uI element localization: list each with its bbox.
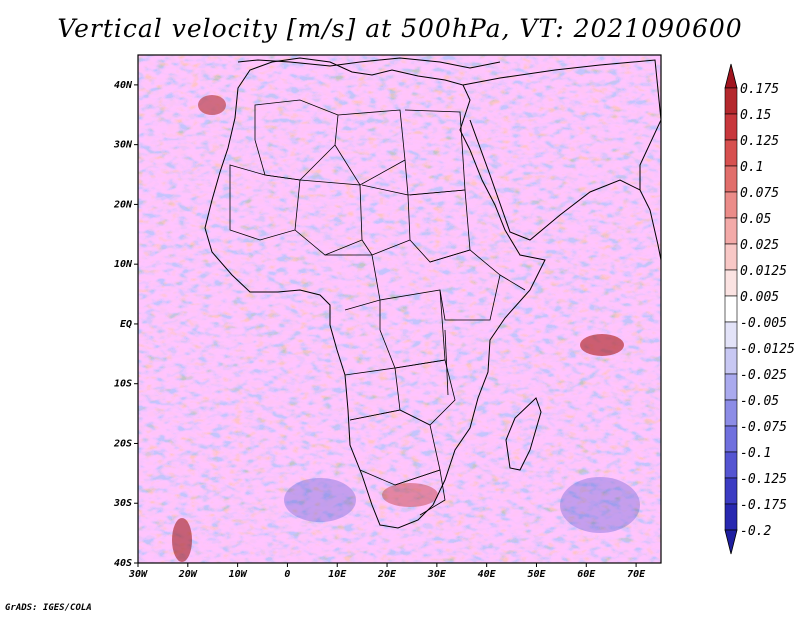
madagascar-coastline [505, 397, 542, 471]
colorbar-label: 0.175 [740, 82, 779, 97]
latitude-axis: 40N 30N 20N 10N EQ 10S 20S 30S 40S [113, 80, 138, 569]
colorbar-label: 0.005 [740, 290, 779, 305]
colorbar-label: 0.075 [740, 186, 779, 201]
colorbar-label: -0.075 [740, 420, 787, 435]
colorbar-swatch [724, 113, 738, 141]
colorbar-swatch [724, 139, 738, 167]
field-texture [138, 55, 661, 563]
colorbar-swatch [724, 321, 738, 349]
colorbar-swatch [724, 425, 738, 453]
africa-coastline [204, 57, 546, 529]
colorbar-swatch [724, 451, 738, 479]
colorbar-swatch [724, 87, 738, 115]
longitude-axis: 30W 20W 10W 0 10E 20E 30E 40E 50E 60E 70E [128, 563, 646, 580]
colorbar-label: -0.05 [740, 394, 779, 409]
colorbar-swatch [724, 399, 738, 427]
map-title: Vertical velocity [m/s] at 500hPa, VT: 2… [57, 14, 743, 43]
colorbar-label: 0.025 [740, 238, 779, 253]
colorbar-label: -0.025 [740, 368, 787, 383]
colorbar-label: 0.125 [740, 134, 779, 149]
lat-tick-label: 20S [113, 438, 132, 449]
colorbar-swatch [724, 243, 738, 271]
colorbar-swatch [724, 347, 738, 375]
colorbar-swatch [724, 503, 738, 531]
velocity-field [138, 55, 661, 563]
colorbar: 0.175 0.15 0.125 0.1 0.075 0.05 0.025 0.0125 0.0… [724, 63, 795, 555]
lat-tick-label: 30S [113, 498, 132, 509]
lat-tick-label: 20N [113, 199, 133, 210]
colorbar-swatch [724, 477, 738, 505]
colorbar-label: -0.0125 [740, 342, 795, 357]
colorbar-swatch [724, 191, 738, 219]
colorbar-swatch [724, 217, 738, 245]
colorbar-label: -0.175 [740, 498, 787, 513]
colorbar-top-arrow [724, 63, 738, 89]
colorbar-label: -0.005 [740, 316, 787, 331]
lat-tick-label: EQ [120, 319, 132, 330]
lon-tick-label: 20W [178, 569, 198, 580]
colorbar-swatch [724, 269, 738, 297]
lon-tick-label: 30W [128, 569, 148, 580]
feature-low-south-indian [560, 477, 640, 533]
india-coastline [639, 189, 661, 261]
lat-tick-label: 10S [114, 379, 132, 390]
colorbar-label: -0.1 [740, 446, 771, 461]
country-borders [229, 99, 526, 516]
colorbar-label: 0.15 [740, 108, 771, 123]
lat-tick-label: 30N [113, 140, 133, 151]
lon-tick-label: 0 [284, 569, 290, 580]
lon-tick-label: 50E [527, 569, 546, 580]
colorbar-swatch [724, 373, 738, 401]
lon-tick-label: 10W [229, 569, 248, 580]
grads-credit: GrADS: IGES/COLA [5, 603, 92, 613]
europe-coastline [237, 57, 501, 69]
lon-tick-label: 10E [328, 569, 347, 580]
coastlines [204, 57, 661, 529]
lon-tick-label: 40E [478, 569, 497, 580]
lat-tick-label: 40S [114, 558, 132, 569]
lon-tick-label: 20E [377, 569, 397, 580]
feature-south-africa [382, 483, 438, 507]
lat-tick-label: 10N [114, 259, 133, 270]
colorbar-label: -0.125 [740, 472, 787, 487]
colorbar-label: -0.2 [740, 524, 771, 539]
lon-tick-label: 30E [427, 569, 447, 580]
lon-tick-label: 60E [577, 569, 596, 580]
lat-tick-label: 40N [114, 80, 133, 91]
plot-frame [137, 54, 662, 564]
colorbar-label: 0.1 [740, 160, 763, 175]
feature-indian-ocean [580, 334, 624, 356]
colorbar-swatch [724, 165, 738, 193]
feature-low-south-atlantic [284, 478, 356, 522]
colorbar-swatch [724, 295, 738, 323]
feature-south-atlantic [172, 518, 192, 562]
colorbar-label: 0.0125 [740, 264, 787, 279]
feature-atlantic-north [198, 95, 226, 115]
colorbar-label: 0.05 [740, 212, 771, 227]
lon-tick-label: 70E [627, 569, 646, 580]
colorbar-bottom-arrow [724, 529, 738, 555]
